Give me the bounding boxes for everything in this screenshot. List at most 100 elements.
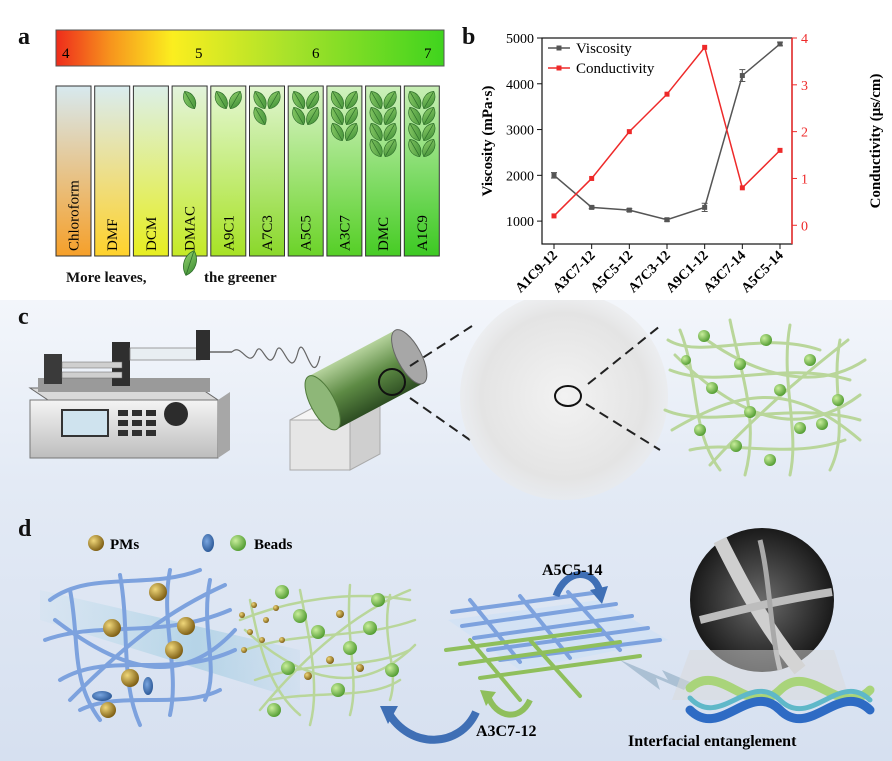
bead-legend-icon (230, 535, 246, 551)
panel-letter-d: d (18, 516, 32, 542)
solvent-column-4 (210, 85, 247, 257)
viscosity-point (664, 217, 670, 223)
leaf-icon (422, 138, 436, 158)
y-tick-label: 5000 (506, 32, 534, 47)
viscosity-point (551, 172, 557, 178)
conductivity-point (777, 147, 783, 153)
viscosity-point (589, 204, 595, 210)
green-curved-arrow (485, 694, 533, 718)
leaf-icon (214, 90, 228, 110)
viscosity-point (739, 73, 745, 79)
leaf-icon (408, 138, 422, 158)
beads-in-network (681, 330, 844, 466)
interfacial-entanglement-helix (685, 675, 875, 724)
panel-d-filtration-schematic: PMs Beads (40, 528, 875, 750)
solvent-label: A7C3 (260, 215, 276, 251)
leaf-icon (383, 122, 397, 142)
conductivity-point (739, 185, 745, 191)
solvent-label: DCM (144, 217, 160, 251)
ph-tick-5: 5 (195, 46, 203, 62)
label-a5c5-14: A5C5-14 (542, 562, 602, 579)
conductivity-point (702, 44, 708, 50)
solvent-label: A5C5 (299, 215, 315, 251)
composite-layered-mat (444, 590, 668, 702)
y2-axis-label: Conductivity (μs/cm) (868, 74, 884, 209)
caption-leaf-icon (183, 250, 197, 276)
syringe-pump (28, 330, 232, 459)
leaf-icon (383, 90, 397, 110)
conductivity-point (626, 129, 632, 135)
y-tick-label: 1000 (506, 215, 534, 230)
leaf-icon (408, 122, 422, 142)
leaf-icon (267, 90, 281, 110)
a3c7-curved-arrow (384, 709, 480, 744)
panel-a-solvent-chart: 4 5 6 7 Chloroform DMF DCM DMAC A9C1 A7C3 A5C5… (55, 29, 445, 276)
ph-tick-4: 4 (62, 46, 70, 62)
leaf-icon (330, 106, 344, 126)
leaf-icon (306, 90, 320, 110)
y-tick-label: 2000 (506, 169, 534, 184)
legend-pms-label: PMs (110, 537, 139, 553)
leaf-icon (422, 106, 436, 126)
leaf-icon (369, 90, 383, 110)
legend-beads-label: Beads (254, 537, 293, 553)
solvent-label: A9C1 (221, 215, 237, 251)
leaf-icon (344, 122, 358, 142)
leaf-icon (383, 138, 397, 158)
pms-scattered (239, 602, 364, 680)
leaf-icon (330, 122, 344, 142)
label-a3c7-12: A3C7-12 (476, 723, 536, 740)
solvent-label: DMC (376, 217, 392, 251)
y-axis-label: Viscosity (mPa·s) (480, 86, 496, 197)
pms-captured-blue (92, 583, 195, 718)
oval-bead-legend-icon (202, 534, 214, 552)
y2-tick-label: 2 (801, 126, 808, 141)
transfer-arrow (620, 660, 690, 690)
leaf-icon (408, 90, 422, 110)
legend-viscosity-label: Viscosity (576, 41, 632, 57)
panel-letter-c: c (18, 304, 29, 330)
leaf-icon (369, 122, 383, 142)
conductivity-point (551, 213, 557, 219)
ph-tick-7: 7 (424, 46, 432, 62)
ph-tick-6: 6 (312, 46, 320, 62)
legend-conductivity-label: Conductivity (576, 61, 655, 77)
a5c5-curved-arrow (552, 571, 604, 598)
conductivity-point (664, 91, 670, 97)
leaf-icon (344, 90, 358, 110)
panel-letter-a: a (18, 24, 30, 50)
solvent-label: Chloroform (67, 180, 83, 251)
collector-drum (289, 329, 428, 471)
leaf-icon (292, 106, 306, 126)
leaf-icon (408, 106, 422, 126)
y2-tick-label: 3 (801, 79, 808, 94)
leaf-icon (422, 90, 436, 110)
leaf-icon (369, 138, 383, 158)
nanofiber-membrane (460, 300, 668, 500)
panel-a-caption-left: More leaves, (66, 270, 147, 286)
fiber-network-with-beads (663, 318, 867, 477)
leaf-icon (253, 106, 267, 126)
leaf-icon (383, 106, 397, 126)
panel-a-caption-right: the greener (204, 270, 277, 286)
solvent-column-0 (55, 85, 92, 257)
leaf-icon (344, 106, 358, 126)
solvent-column-1 (94, 85, 131, 257)
solvent-label: DMF (105, 218, 121, 251)
y-tick-label: 4000 (506, 78, 534, 93)
panel-b-line-chart: 1000200030004000500001234A1C9-12A3C7-12A… (480, 32, 884, 296)
label-interfacial-entanglement: Interfacial entanglement (628, 733, 797, 750)
electrospinning-jet (231, 346, 321, 369)
y-tick-label: 3000 (506, 124, 534, 139)
viscosity-point (777, 41, 783, 47)
ph-gradient-bar (55, 29, 445, 67)
panel-letter-b: b (462, 24, 476, 50)
solvent-label: DMAC (183, 206, 199, 251)
y2-tick-label: 1 (801, 172, 808, 187)
viscosity-point (626, 207, 632, 213)
leaf-icon (253, 90, 267, 110)
panel-c-electrospinning-schematic (28, 300, 867, 500)
leaf-icon (306, 106, 320, 126)
viscosity-point (702, 204, 708, 210)
